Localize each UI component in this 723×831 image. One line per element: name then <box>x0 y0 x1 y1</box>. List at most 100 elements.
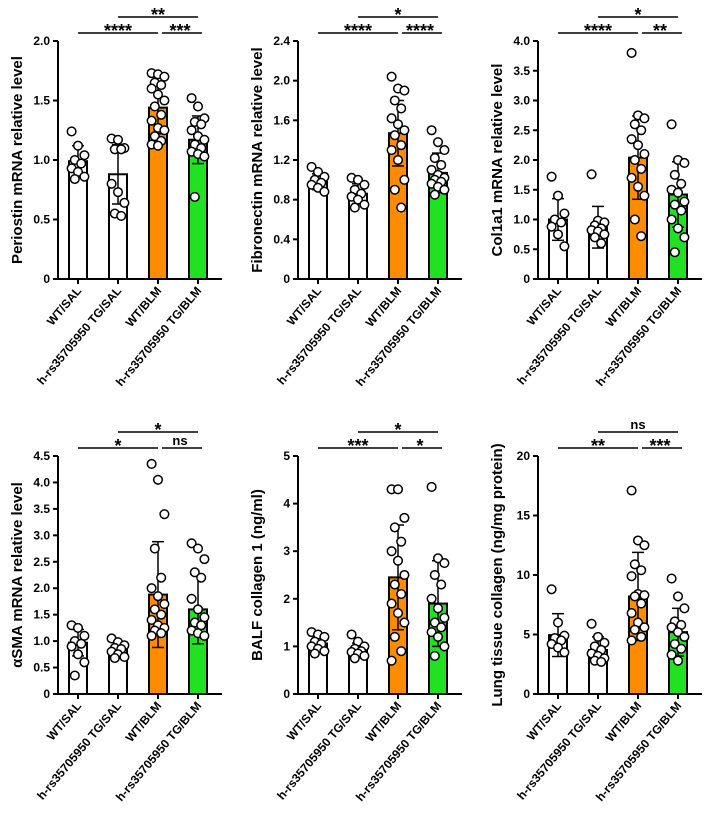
chart-panel-1: Periostin mRNA relative level 0 0.5 1.0 1.5 2… <box>9 5 222 389</box>
data-point <box>439 184 450 195</box>
data-point <box>146 83 157 94</box>
y-tick-label: 2.0 <box>33 34 50 48</box>
y-tick-label: 15 <box>517 509 531 523</box>
data-point <box>146 630 157 641</box>
data-point <box>426 125 437 136</box>
data-point <box>626 172 637 183</box>
data-point <box>629 624 640 635</box>
data-point <box>679 631 690 642</box>
data-point <box>439 641 450 652</box>
data-point <box>386 145 397 156</box>
chart-panel-4: αSMA mRNA relative level 0 0.5 1.0 1.5 2.0 2.5… <box>9 420 222 804</box>
data-point <box>156 609 167 620</box>
y-tick-label: 4 <box>283 497 290 511</box>
data-point <box>436 159 447 171</box>
data-point <box>159 125 170 136</box>
x-tick-label: WT/SAL <box>44 699 84 743</box>
y-tick-label: 0.5 <box>33 213 50 227</box>
data-point <box>626 571 637 582</box>
data-point <box>386 655 397 666</box>
data-point <box>109 652 120 664</box>
data-point <box>399 85 410 96</box>
data-point <box>586 618 597 629</box>
data-point <box>426 164 437 175</box>
significance-label: * <box>154 420 161 440</box>
data-point <box>439 612 450 623</box>
data-point <box>426 481 437 492</box>
data-point <box>389 522 400 533</box>
data-point <box>119 197 130 208</box>
data-point <box>432 631 444 642</box>
y-axis-label: Col1a1 mRNA relative level <box>489 64 506 257</box>
data-point <box>429 189 440 200</box>
data-point <box>72 649 84 660</box>
x-tick-label: WT/SAL <box>284 699 324 743</box>
y-tick-label: 2.5 <box>513 123 530 137</box>
data-point <box>389 184 400 195</box>
data-point <box>389 95 400 106</box>
data-point <box>199 134 210 145</box>
significance-label: ** <box>653 21 667 41</box>
significance-label: ** <box>151 5 165 25</box>
data-point <box>349 202 360 213</box>
data-point <box>396 202 407 213</box>
data-point <box>436 622 447 633</box>
data-point <box>399 125 410 136</box>
data-point <box>629 214 640 225</box>
data-point <box>636 565 647 576</box>
data-point <box>556 217 567 228</box>
data-point <box>156 79 167 91</box>
data-point <box>546 584 557 595</box>
data-point <box>192 101 204 112</box>
data-point <box>626 635 637 646</box>
data-point <box>439 145 450 156</box>
y-tick-label: 1.6 <box>273 113 290 127</box>
data-point <box>389 631 400 642</box>
data-point <box>552 190 564 201</box>
data-point <box>639 590 650 601</box>
data-point <box>672 187 684 198</box>
significance-label: **** <box>584 21 612 41</box>
data-point <box>319 646 330 657</box>
data-point <box>192 543 204 554</box>
data-point <box>639 190 650 201</box>
x-tick-label: WT/SAL <box>44 284 84 328</box>
data-point <box>149 101 160 112</box>
data-point <box>636 231 647 242</box>
x-tick-label: WT/BLM <box>363 284 405 330</box>
data-point <box>66 126 77 137</box>
significance-label: * <box>114 436 121 456</box>
data-point <box>386 71 397 82</box>
x-tick-label: WT/BLM <box>603 699 645 745</box>
x-tick-label: h-rs35705950 TG/SAL <box>514 284 604 388</box>
data-point <box>119 651 130 663</box>
y-tick-label: 4.0 <box>513 34 530 48</box>
significance-label: **** <box>344 21 372 41</box>
x-tick-label: h-rs35705950 TG/BLM <box>113 284 204 389</box>
data-point <box>639 622 650 633</box>
data-point <box>432 137 444 148</box>
data-point <box>106 178 117 189</box>
data-point <box>399 512 410 523</box>
data-point <box>626 485 637 496</box>
data-point <box>596 238 607 249</box>
data-point <box>152 140 164 151</box>
data-point <box>679 232 690 243</box>
y-tick-label: 4.0 <box>33 475 50 489</box>
data-point <box>559 241 570 252</box>
data-point <box>159 599 170 610</box>
data-point <box>156 109 167 120</box>
data-point <box>599 229 610 240</box>
x-tick-label: h-rs35705950 TG/BLM <box>113 699 204 804</box>
y-tick-label: 2.5 <box>33 555 50 569</box>
x-tick-label: h-rs35705950 TG/SAL <box>274 284 364 388</box>
data-point <box>192 604 204 615</box>
x-tick-label: h-rs35705950 TG/SAL <box>34 699 124 803</box>
y-tick-label: 10 <box>517 568 531 582</box>
data-point <box>546 171 557 182</box>
data-point <box>146 458 157 469</box>
data-point <box>636 598 647 609</box>
y-tick-label: 0 <box>523 687 530 701</box>
x-tick-label: WT/BLM <box>603 284 645 330</box>
significance-label: * <box>394 5 401 25</box>
